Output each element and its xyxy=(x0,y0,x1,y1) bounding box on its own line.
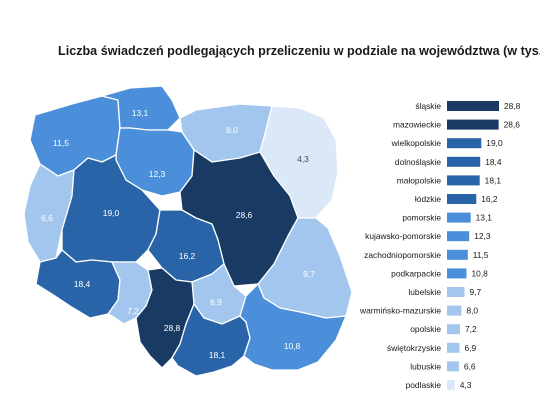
bar-lubuskie xyxy=(447,361,459,372)
bar-value-malopolskie: 18,1 xyxy=(485,175,502,185)
bar-value-zachodniopomorskie: 11,5 xyxy=(473,250,489,260)
bar-category-swietokrzyskie: świętokrzyskie xyxy=(387,343,441,353)
map-label-lubelskie: 9,7 xyxy=(303,269,315,279)
bar-wielkopolskie xyxy=(447,138,482,149)
map-label-malopolskie: 18,1 xyxy=(209,350,226,360)
map-label-zachodniopomorskie: 11,5 xyxy=(53,138,69,148)
bar-category-podkarpackie: podkarpackie xyxy=(391,268,441,278)
bar-category-lubuskie: lubuskie xyxy=(410,361,441,371)
bar-category-opolskie: opolskie xyxy=(410,324,441,334)
map-label-lubuskie: 6,6 xyxy=(41,213,53,223)
bar-category-dolnoslaskie: dolnośląskie xyxy=(395,157,441,167)
bar-category-lodzkie: łódzkie xyxy=(415,194,441,204)
bar-category-podlaskie: podlaskie xyxy=(406,380,442,390)
bar-value-podlaskie: 4,3 xyxy=(460,380,472,390)
bar-podlaskie xyxy=(447,380,455,390)
map-label-swietokrzyskie: 6,9 xyxy=(210,297,222,307)
bar-malopolskie xyxy=(447,175,480,186)
chart-title: Liczba świadczeń podlegających przelicze… xyxy=(58,44,540,58)
bar-slaskie xyxy=(447,101,499,111)
bar-opolskie xyxy=(447,324,460,335)
bar-zachodniopomorskie xyxy=(447,249,468,260)
map-label-mazowieckie: 28,6 xyxy=(236,210,253,220)
map-label-opolskie: 7,2 xyxy=(127,306,139,316)
bar-value-lodzkie: 16,2 xyxy=(481,194,498,204)
map-label-podkarpackie: 10,8 xyxy=(284,341,301,351)
bar-value-swietokrzyskie: 6,9 xyxy=(464,343,476,353)
bar-swietokrzyskie xyxy=(447,342,460,353)
bar-lodzkie xyxy=(447,194,477,204)
bar-warminsko-mazurskie xyxy=(447,305,462,316)
bar-value-lubelskie: 9,7 xyxy=(470,287,482,297)
bar-dolnoslaskie xyxy=(447,156,481,167)
bar-value-opolskie: 7,2 xyxy=(465,324,477,334)
bar-value-pomorskie: 13,1 xyxy=(476,213,493,223)
bar-value-slaskie: 28,8 xyxy=(504,101,521,111)
bar-category-lubelskie: lubelskie xyxy=(408,287,441,297)
map-label-kujawsko-pomorskie: 12,3 xyxy=(149,169,166,179)
bar-category-malopolskie: małopolskie xyxy=(397,175,442,185)
bar-category-wielkopolskie: wielkopolskie xyxy=(391,138,442,148)
bar-category-slaskie: śląskie xyxy=(415,101,441,111)
bar-kujawsko-pomorskie xyxy=(447,231,470,242)
map-label-warminsko-mazurskie: 8,0 xyxy=(226,125,238,135)
bar-category-kujawsko-pomorskie: kujawsko-pomorskie xyxy=(365,231,441,241)
bar-lubelskie xyxy=(447,287,465,297)
map-label-lodzkie: 16,2 xyxy=(179,251,196,261)
bar-category-pomorskie: pomorskie xyxy=(402,213,441,223)
bar-mazowieckie xyxy=(447,119,499,130)
bar-value-warminsko-mazurskie: 8,0 xyxy=(466,306,478,316)
bar-value-lubuskie: 6,6 xyxy=(464,361,476,371)
map-label-pomorskie: 13,1 xyxy=(132,108,149,118)
map-label-podlaskie: 4,3 xyxy=(297,154,309,164)
bar-podkarpackie xyxy=(447,268,467,279)
bar-category-zachodniopomorskie: zachodniopomorskie xyxy=(364,250,441,260)
bar-value-mazowieckie: 28,6 xyxy=(504,120,521,130)
bar-pomorskie xyxy=(447,212,471,223)
bar-value-kujawsko-pomorskie: 12,3 xyxy=(474,231,491,241)
bar-value-wielkopolskie: 19,0 xyxy=(486,138,503,148)
bar-category-mazowieckie: mazowieckie xyxy=(393,120,441,130)
bar-value-podkarpackie: 10,8 xyxy=(472,268,489,278)
map-label-slaskie: 28,8 xyxy=(164,323,181,333)
bar-value-dolnoslaskie: 18,4 xyxy=(485,157,502,167)
map-label-wielkopolskie: 19,0 xyxy=(103,208,120,218)
map-label-dolnoslaskie: 18,4 xyxy=(74,279,91,289)
region-opolskie xyxy=(107,261,153,325)
region-podkarpackie xyxy=(239,283,347,371)
bar-category-warminsko-mazurskie: warmińsko-mazurskie xyxy=(359,306,441,316)
